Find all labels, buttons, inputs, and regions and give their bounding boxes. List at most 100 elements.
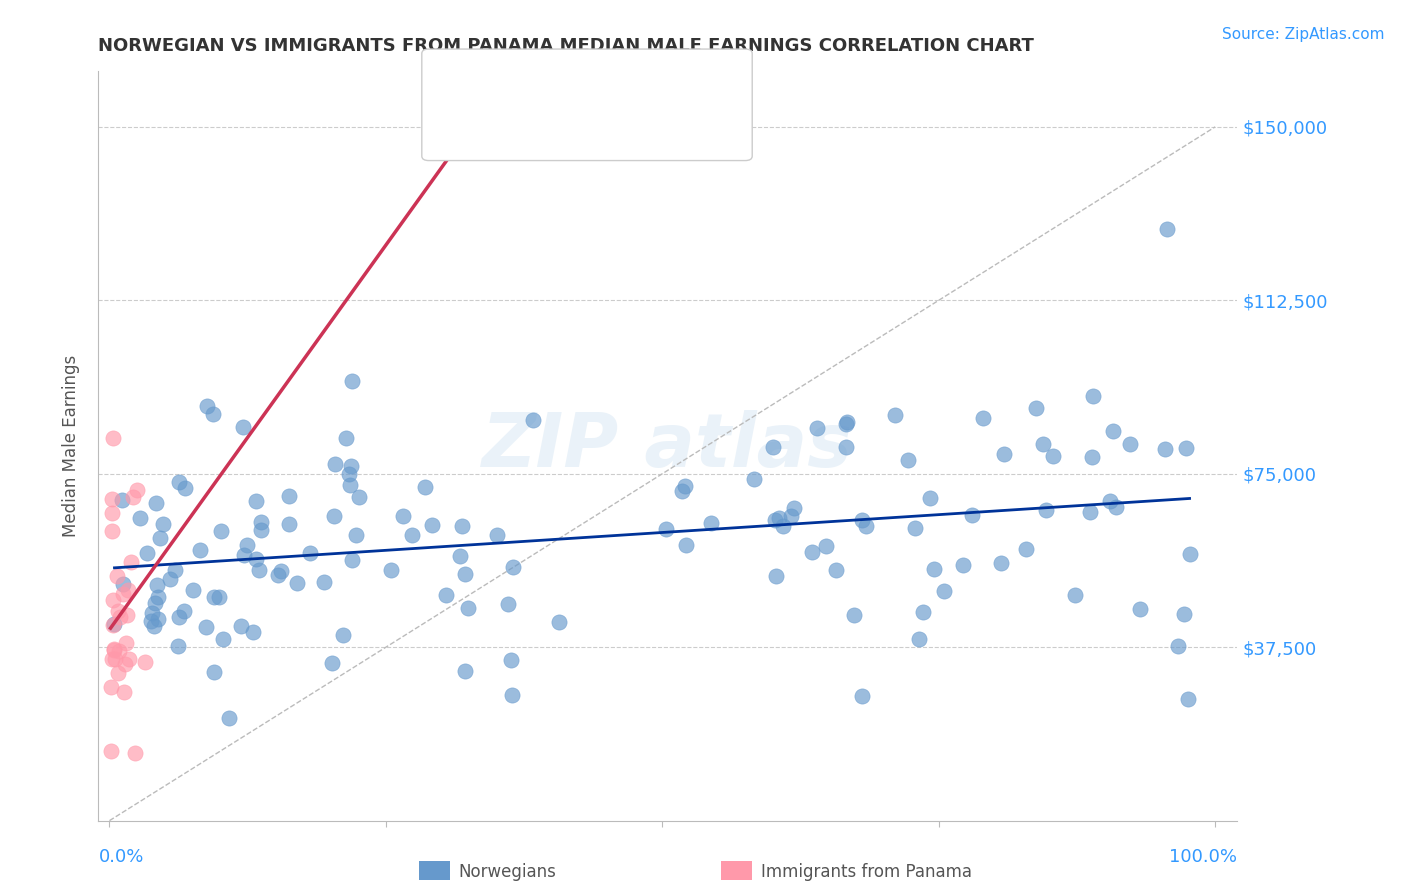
Point xyxy=(145,578,167,592)
Point xyxy=(249,516,271,530)
Point xyxy=(972,410,994,425)
Point xyxy=(212,632,235,647)
Point xyxy=(325,457,347,471)
Point xyxy=(842,608,865,623)
Point xyxy=(897,453,920,467)
Point xyxy=(117,582,139,597)
Point xyxy=(903,521,925,535)
Point xyxy=(1174,441,1197,455)
Point xyxy=(188,543,211,558)
Point xyxy=(675,538,697,552)
Point xyxy=(141,607,163,621)
Point xyxy=(285,575,308,590)
Point xyxy=(344,527,367,541)
Point xyxy=(1156,221,1178,235)
Point xyxy=(339,467,361,481)
Point xyxy=(108,610,131,624)
Point xyxy=(232,420,254,434)
Point xyxy=(145,496,167,510)
Point xyxy=(522,413,544,427)
Text: R = 0.338    N =  30: R = 0.338 N = 30 xyxy=(482,117,650,135)
Point xyxy=(236,538,259,552)
Point xyxy=(107,604,129,618)
Point xyxy=(932,584,955,599)
Point xyxy=(195,400,218,414)
Point xyxy=(1129,601,1152,615)
Point xyxy=(242,624,264,639)
Point xyxy=(993,446,1015,460)
Point xyxy=(134,655,156,669)
Point xyxy=(347,490,370,504)
Point xyxy=(100,491,122,506)
Point xyxy=(825,563,848,577)
Point xyxy=(209,524,232,539)
Point xyxy=(835,440,858,454)
Point xyxy=(128,511,150,525)
Point xyxy=(499,653,522,667)
Point xyxy=(742,472,765,486)
Point xyxy=(485,73,508,87)
Point xyxy=(340,553,363,567)
Point xyxy=(101,507,124,521)
Point xyxy=(918,491,941,506)
Point xyxy=(202,665,225,679)
Point xyxy=(768,511,790,525)
Point xyxy=(218,711,240,725)
Point xyxy=(115,607,138,622)
Point xyxy=(167,639,190,653)
Point xyxy=(342,374,364,388)
Point xyxy=(763,513,786,527)
Point xyxy=(114,657,136,672)
Point xyxy=(335,431,357,445)
Point xyxy=(101,652,124,666)
Point xyxy=(990,556,1012,570)
Point xyxy=(167,475,190,490)
Point xyxy=(103,642,125,657)
Point xyxy=(1102,425,1125,439)
Point xyxy=(960,508,983,522)
Point xyxy=(120,555,142,569)
Point xyxy=(671,483,693,498)
Point xyxy=(245,493,267,508)
Point xyxy=(496,597,519,611)
Point xyxy=(124,746,146,760)
Point xyxy=(112,685,135,699)
Point xyxy=(884,408,907,422)
Point xyxy=(1083,388,1105,402)
Point xyxy=(851,690,873,704)
Point xyxy=(270,564,292,578)
Point xyxy=(855,518,877,533)
Point xyxy=(1177,691,1199,706)
Text: 0.0%: 0.0% xyxy=(98,848,143,866)
Point xyxy=(208,590,231,604)
Point xyxy=(332,628,354,642)
Point xyxy=(149,531,172,545)
Point xyxy=(181,583,204,598)
Point xyxy=(108,644,131,658)
Point xyxy=(911,606,934,620)
Point xyxy=(312,574,335,589)
Text: Source: ZipAtlas.com: Source: ZipAtlas.com xyxy=(1222,27,1385,42)
Point xyxy=(101,592,124,607)
Point xyxy=(107,665,129,680)
Point xyxy=(762,440,785,454)
Point xyxy=(267,568,290,582)
Point xyxy=(1042,449,1064,463)
Point xyxy=(201,407,224,421)
Point xyxy=(143,596,166,610)
Point xyxy=(136,546,159,560)
Point xyxy=(233,548,256,562)
Point xyxy=(1078,505,1101,519)
Point xyxy=(105,568,128,582)
Point xyxy=(163,563,186,577)
Point xyxy=(114,636,136,650)
Point xyxy=(806,421,828,435)
Text: 100.0%: 100.0% xyxy=(1170,848,1237,866)
Point xyxy=(122,490,145,504)
Point xyxy=(103,642,125,657)
Point xyxy=(1105,500,1128,515)
Point xyxy=(173,481,195,495)
Point xyxy=(922,562,945,576)
Point xyxy=(118,652,141,666)
Point xyxy=(1032,437,1054,451)
